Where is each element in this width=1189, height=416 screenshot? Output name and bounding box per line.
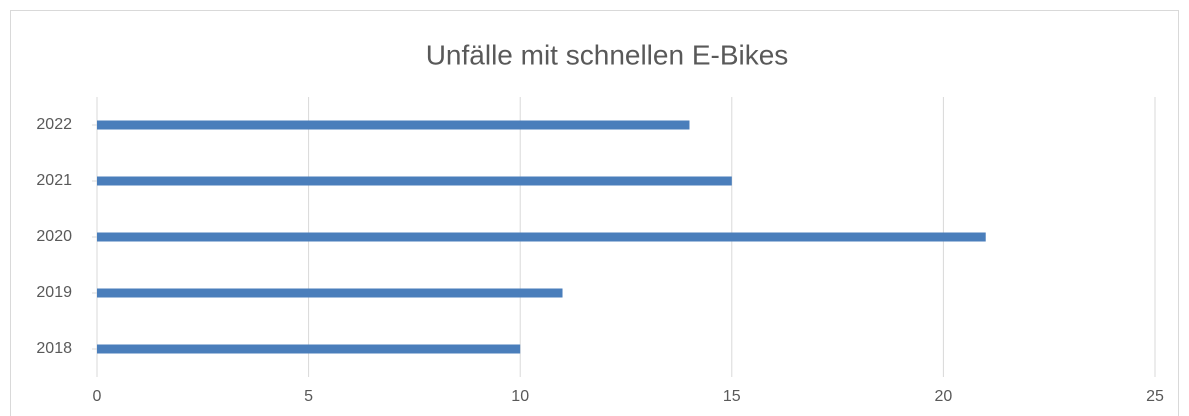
chart-frame — [10, 10, 1179, 416]
x-tick-label: 20 — [935, 388, 953, 405]
bar — [97, 176, 732, 186]
y-tick-label: 2022 — [36, 116, 72, 133]
y-tick-label: 2019 — [36, 284, 72, 301]
x-tick-label: 10 — [511, 388, 529, 405]
y-tick-label: 2021 — [36, 172, 72, 189]
x-tick-label: 5 — [304, 388, 313, 405]
bar — [97, 288, 563, 298]
bar — [97, 232, 986, 242]
y-tick-label: 2018 — [36, 340, 72, 357]
chart-title: Unfälle mit schnellen E-Bikes — [426, 39, 789, 70]
x-tick-label: 15 — [723, 388, 741, 405]
bar — [97, 344, 521, 354]
y-tick-label: 2020 — [36, 228, 72, 245]
bar — [97, 120, 690, 130]
x-tick-label: 25 — [1146, 388, 1164, 405]
x-tick-label: 0 — [93, 388, 102, 405]
